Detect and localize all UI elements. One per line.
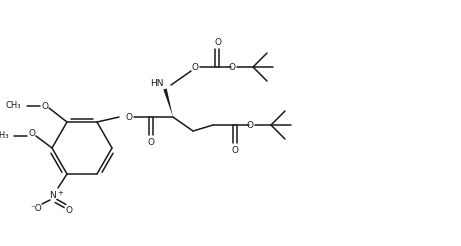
Text: O: O [125, 112, 132, 122]
Text: O: O [65, 206, 72, 215]
Text: O: O [229, 62, 236, 72]
Text: O: O [247, 121, 254, 130]
Text: HN: HN [150, 78, 164, 88]
Text: O: O [191, 62, 199, 72]
Polygon shape [163, 89, 173, 117]
Text: O: O [29, 129, 35, 138]
Text: O: O [214, 38, 221, 46]
Text: O: O [148, 138, 154, 147]
Text: N: N [50, 191, 56, 200]
Text: +: + [57, 190, 63, 196]
Text: ⁻O: ⁻O [30, 204, 42, 214]
Text: O: O [231, 146, 238, 154]
Text: CH₃: CH₃ [0, 130, 9, 139]
Text: CH₃: CH₃ [6, 101, 21, 109]
Text: O: O [41, 102, 48, 110]
